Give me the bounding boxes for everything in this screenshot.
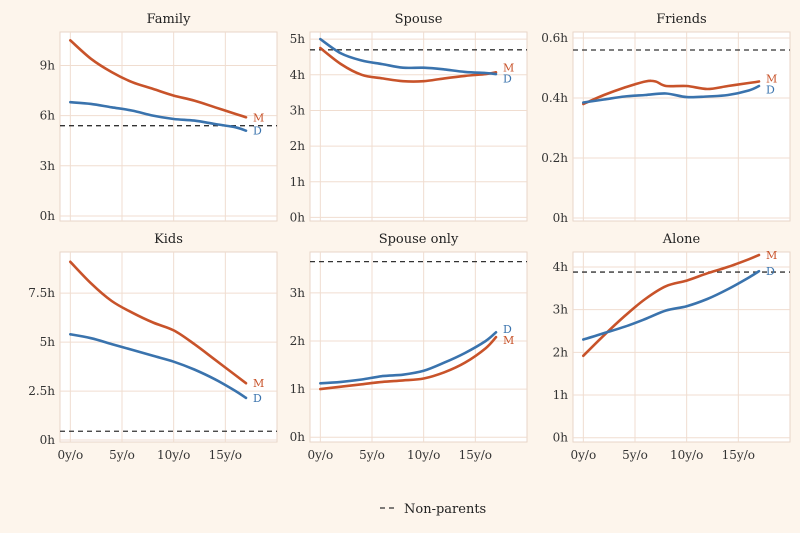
x-tick-label: 15y/o bbox=[209, 448, 242, 462]
x-tick-label: 5y/o bbox=[109, 448, 135, 462]
y-tick-label: 9h bbox=[40, 58, 56, 72]
series-end-label-M: M bbox=[503, 334, 514, 347]
series-end-label-D: D bbox=[766, 265, 775, 278]
y-tick-label: 6h bbox=[40, 109, 56, 123]
y-tick-label: 3h bbox=[553, 303, 569, 317]
series-line-M bbox=[582, 253, 761, 358]
y-tick-label: 2h bbox=[290, 334, 306, 348]
panel-frame bbox=[59, 251, 278, 443]
series-end-label-D: D bbox=[503, 323, 512, 336]
x-tick-label: 15y/o bbox=[459, 448, 492, 462]
legend: Non-parents bbox=[380, 502, 486, 517]
panel-5: Alone 0h 1h 2h 3h 4h 0y/o 5y/o 10y/o 15y/o MD bbox=[553, 232, 791, 462]
y-tick-label: 5h bbox=[40, 335, 56, 349]
y-tick-label: 1h bbox=[290, 175, 306, 189]
x-tick-label: 10y/o bbox=[670, 448, 703, 462]
y-tick-label: 2h bbox=[553, 345, 569, 359]
panel-frame bbox=[572, 251, 791, 443]
y-tick-label: 2.5h bbox=[28, 384, 55, 398]
y-tick-label: 2h bbox=[290, 139, 306, 153]
y-tick-label: 4h bbox=[290, 68, 306, 82]
y-tick-label: 0h bbox=[553, 431, 569, 445]
series-line-M bbox=[69, 39, 248, 119]
series-end-label-M: M bbox=[766, 72, 777, 85]
series-line-D bbox=[319, 37, 498, 76]
panel-title: Friends bbox=[656, 12, 706, 27]
series-line-D bbox=[582, 269, 761, 341]
y-tick-label: 0.2h bbox=[541, 151, 568, 165]
panel-title: Kids bbox=[154, 232, 183, 247]
y-tick-label: 1h bbox=[553, 388, 569, 402]
series-line-D bbox=[582, 84, 761, 104]
series-end-label-M: M bbox=[253, 377, 264, 390]
panel-title: Spouse bbox=[395, 12, 443, 27]
series-line-M bbox=[582, 79, 761, 106]
series-line-D bbox=[319, 331, 498, 385]
panel-frame bbox=[309, 251, 528, 443]
chart-panels: Family0h3h6h9hMDSpouse0h1h2h3h4h5hMDFrie… bbox=[28, 12, 791, 462]
y-tick-label: 0h bbox=[40, 209, 56, 223]
y-tick-label: 0.6h bbox=[541, 31, 568, 45]
series-end-label-M: M bbox=[766, 249, 777, 262]
y-tick-label: 3h bbox=[40, 159, 56, 173]
panel-title: Spouse only bbox=[379, 232, 459, 247]
x-tick-label: 5y/o bbox=[359, 448, 385, 462]
series-line-D bbox=[69, 333, 248, 400]
legend-label: Non-parents bbox=[404, 502, 486, 517]
y-tick-label: 3h bbox=[290, 103, 306, 117]
series-end-label-D: D bbox=[253, 392, 262, 405]
y-tick-label: 0h bbox=[290, 210, 306, 224]
x-tick-label: 0y/o bbox=[57, 448, 83, 462]
panel-0: Family 0h 3h 6h 9h MD bbox=[40, 12, 278, 223]
x-tick-label: 0y/o bbox=[570, 448, 596, 462]
panel-4: Spouse only 0h 1h 2h 3h 0y/o 5y/o 10y/o 15y/o DM bbox=[290, 232, 528, 462]
series-line-M bbox=[319, 335, 498, 391]
x-tick-label: 5y/o bbox=[622, 448, 648, 462]
x-tick-label: 0y/o bbox=[307, 448, 333, 462]
panel-3: Kids 0h 2.5h 5h 7.5h 0y/o 5y/o 10y/o 15y/o MD bbox=[28, 232, 278, 462]
series-line-D bbox=[69, 100, 248, 132]
panel-frame bbox=[572, 31, 791, 222]
panel-2: Friends 0h 0.2h 0.4h 0.6h MD bbox=[541, 12, 791, 225]
y-tick-label: 5h bbox=[290, 32, 306, 46]
y-tick-label: 4h bbox=[553, 260, 569, 274]
y-tick-label: 1h bbox=[290, 382, 306, 396]
series-line-M bbox=[69, 260, 248, 385]
x-tick-label: 10y/o bbox=[407, 448, 440, 462]
y-tick-label: 0h bbox=[290, 430, 306, 444]
series-end-label-D: D bbox=[503, 73, 512, 86]
panel-title: Alone bbox=[662, 232, 701, 247]
series-end-label-D: D bbox=[766, 83, 775, 96]
x-tick-label: 10y/o bbox=[157, 448, 190, 462]
y-tick-label: 0.4h bbox=[541, 91, 568, 105]
series-end-label-M: M bbox=[253, 111, 264, 124]
panel-title: Family bbox=[147, 12, 192, 27]
series-line-M bbox=[319, 46, 498, 83]
series-end-label-D: D bbox=[253, 125, 262, 138]
panel-1: Spouse 0h 1h 2h 3h 4h 5h MD bbox=[290, 12, 528, 224]
panel-frame bbox=[309, 31, 528, 222]
y-tick-label: 0h bbox=[40, 433, 56, 447]
series-end-label-M: M bbox=[503, 62, 514, 75]
y-tick-label: 7.5h bbox=[28, 286, 55, 300]
x-tick-label: 15y/o bbox=[722, 448, 755, 462]
y-tick-label: 3h bbox=[290, 286, 306, 300]
y-tick-label: 0h bbox=[553, 211, 569, 225]
